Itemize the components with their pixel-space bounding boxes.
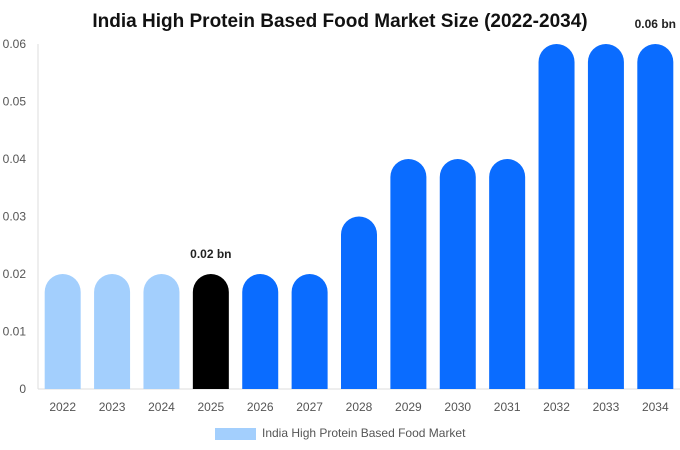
legend-label: India High Protein Based Food Market (262, 426, 466, 440)
x-tick-label: 2033 (593, 400, 620, 414)
bar-2031[interactable] (489, 158, 526, 389)
x-tick-label: 2032 (543, 400, 570, 414)
x-tick-label: 2029 (395, 400, 422, 414)
x-tick-label: 2031 (494, 400, 521, 414)
bar-2024[interactable] (143, 274, 180, 389)
x-tick-label: 2022 (49, 400, 76, 414)
legend-swatch (215, 428, 256, 440)
data-label-2025: 0.02 bn (190, 247, 231, 261)
x-tick-label: 2028 (346, 400, 373, 414)
x-tick-label: 2034 (642, 400, 669, 414)
bar-2026[interactable] (242, 274, 279, 389)
bar-2027[interactable] (291, 274, 328, 389)
bar-2029[interactable] (390, 159, 427, 389)
y-tick-label: 0 (19, 382, 26, 396)
legend[interactable]: India High Protein Based Food Market (215, 426, 466, 440)
bar-2033[interactable] (587, 44, 624, 389)
data-labels: 0.02 bn 0.06 bn (190, 17, 676, 261)
x-tick-label: 2030 (444, 400, 471, 414)
bar-2032[interactable] (538, 44, 575, 389)
bar-2030[interactable] (439, 159, 476, 389)
y-tick-label: 0.03 (3, 210, 27, 224)
data-label-2034: 0.06 bn (635, 17, 676, 31)
bar-2022[interactable] (44, 274, 81, 389)
bar-2028[interactable] (341, 216, 377, 390)
x-tick-label: 2026 (247, 400, 274, 414)
x-tick-label: 2025 (197, 400, 224, 414)
x-axis-ticks: 2022 2023 2024 2025 2026 2027 2028 2029 2030 2031… (49, 400, 669, 414)
y-tick-label: 0.06 (3, 37, 27, 51)
chart-bars (44, 44, 674, 390)
y-tick-label: 0.05 (3, 95, 27, 109)
chart-title: India High Protein Based Food Market Siz… (92, 11, 587, 32)
y-tick-label: 0.04 (3, 152, 27, 166)
x-tick-label: 2024 (148, 400, 175, 414)
y-tick-label: 0.01 (3, 325, 27, 339)
bar-2034[interactable] (637, 44, 674, 389)
x-tick-label: 2023 (99, 400, 126, 414)
y-tick-label: 0.02 (3, 267, 27, 281)
bar-2025[interactable] (192, 274, 229, 389)
x-tick-label: 2027 (296, 400, 323, 414)
bar-2023[interactable] (94, 274, 131, 389)
y-axis-ticks: 0 0.01 0.02 0.03 0.04 0.05 0.06 (3, 37, 27, 396)
